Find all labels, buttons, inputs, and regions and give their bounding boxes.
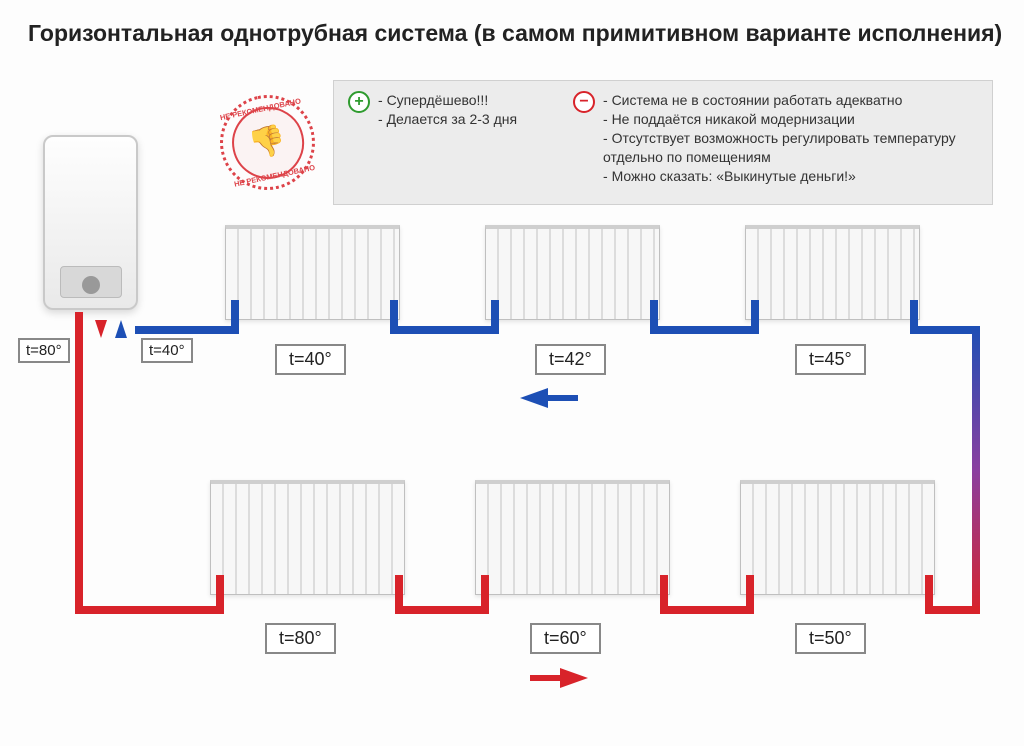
- temp-top-1: t=40°: [275, 344, 346, 375]
- flow-arrow-right-icon: [560, 668, 588, 688]
- temp-bot-2: t=60°: [530, 623, 601, 654]
- flow-arrow-stem: [548, 395, 578, 401]
- pipe-cold: [650, 326, 755, 334]
- boiler: [43, 135, 138, 310]
- pipe-hot: [925, 575, 933, 614]
- pipe-gradient: [972, 326, 980, 614]
- boiler-inlet-temp: t=40°: [141, 338, 193, 363]
- pipe-cold: [751, 300, 759, 334]
- temp-bot-1: t=80°: [265, 623, 336, 654]
- pipe-cold: [231, 300, 239, 334]
- flow-arrow-stem: [530, 675, 560, 681]
- radiator-top-1: [225, 225, 400, 320]
- cons-list: Система не в состоянии работать адекватн…: [603, 91, 978, 185]
- radiator-top-2: [485, 225, 660, 320]
- page-title: Горизонтальная однотрубная система (в са…: [28, 20, 1002, 47]
- radiator-bot-1: [210, 480, 405, 595]
- pipe-cold: [491, 300, 499, 334]
- temp-bot-3: t=50°: [795, 623, 866, 654]
- cons-item: Можно сказать: «Выкинутые деньги!»: [603, 167, 978, 186]
- pipe-cold: [390, 326, 495, 334]
- radiator-bot-2: [475, 480, 670, 595]
- pipe-hot: [395, 606, 489, 614]
- not-recommended-stamp: НЕ РЕКОМЕНДОВАНО 👎 НЕ РЕКОМЕНДОВАНО: [211, 86, 324, 199]
- boiler-outlet-temp: t=80°: [18, 338, 70, 363]
- pipe-cold: [135, 326, 231, 334]
- pros-list: Супердёшево!!! Делается за 2-3 дня: [378, 91, 517, 129]
- flow-arrow-down-icon: [95, 320, 107, 338]
- cons-item: Отсутствует возможность регулировать тем…: [603, 129, 978, 167]
- pipe-hot: [925, 606, 980, 614]
- pipe-hot: [660, 575, 668, 614]
- pros-item: Делается за 2-3 дня: [378, 110, 517, 129]
- pipe-hot: [75, 312, 83, 614]
- pipe-hot: [75, 606, 224, 614]
- temp-top-3: t=45°: [795, 344, 866, 375]
- pros-column: + Супердёшево!!! Делается за 2-3 дня: [348, 91, 573, 194]
- info-box: + Супердёшево!!! Делается за 2-3 дня − С…: [333, 80, 993, 205]
- cons-column: − Система не в состоянии работать адеква…: [573, 91, 978, 194]
- radiator-top-3: [745, 225, 920, 320]
- pipe-hot: [395, 575, 403, 614]
- minus-icon: −: [573, 91, 595, 113]
- temp-top-2: t=42°: [535, 344, 606, 375]
- plus-icon: +: [348, 91, 370, 113]
- pipe-hot: [660, 606, 754, 614]
- cons-item: Не поддаётся никакой модернизации: [603, 110, 978, 129]
- cons-item: Система не в состоянии работать адекватн…: [603, 91, 978, 110]
- radiator-bot-3: [740, 480, 935, 595]
- flow-arrow-up-icon: [115, 320, 127, 338]
- pipe-cold: [910, 326, 980, 334]
- pros-item: Супердёшево!!!: [378, 91, 517, 110]
- flow-arrow-left-icon: [520, 388, 548, 408]
